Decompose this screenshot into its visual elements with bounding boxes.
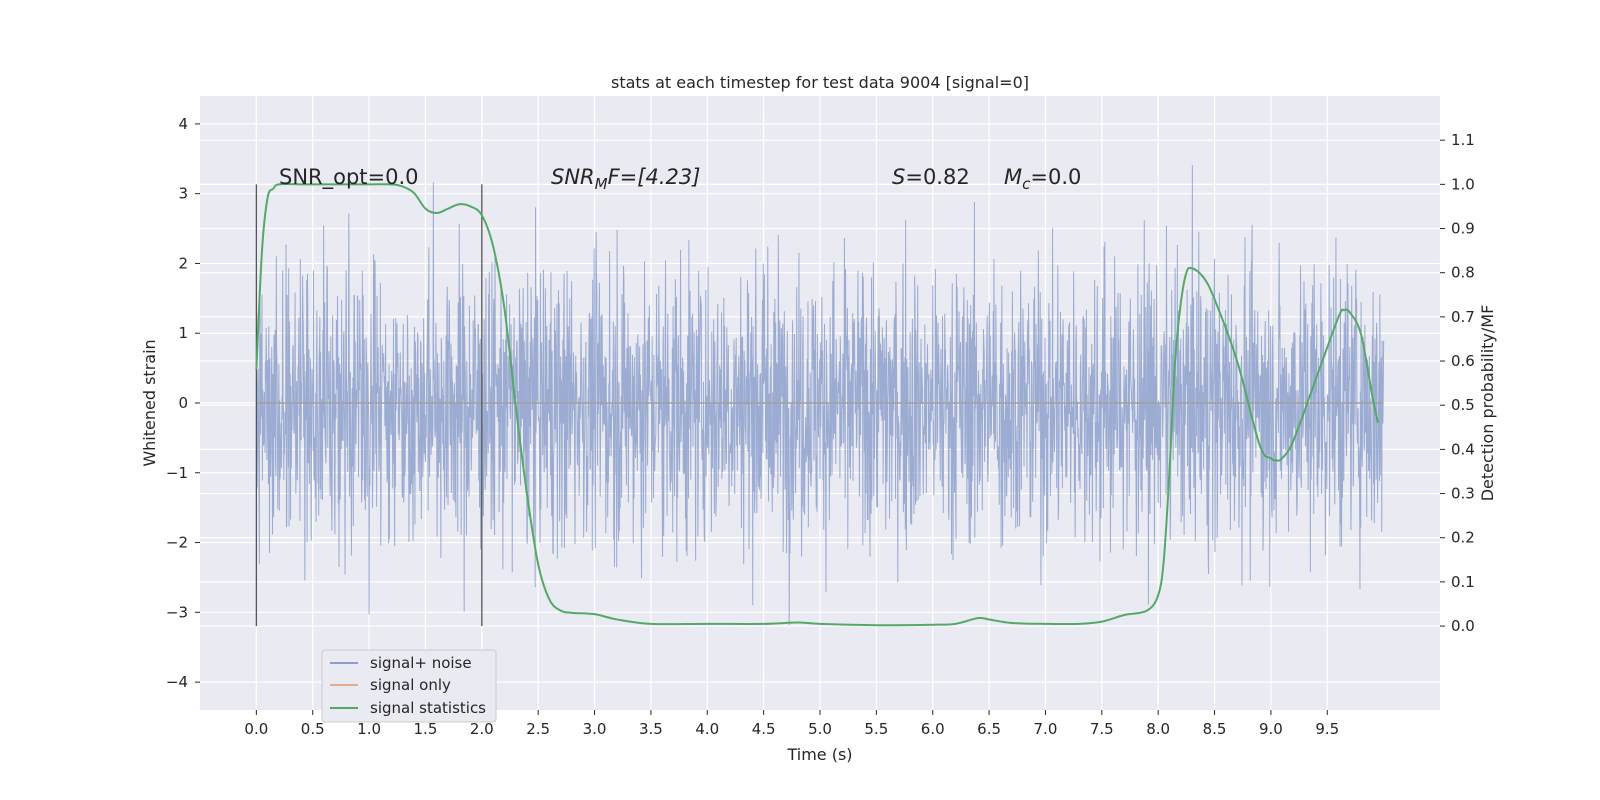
x-tick-label: 9.0 (1259, 720, 1283, 738)
annotation-snr-mf-var: SNR (551, 165, 595, 189)
x-tick-label: 8.5 (1203, 720, 1227, 738)
x-tick-label: 7.5 (1090, 720, 1114, 738)
annotation-mc: Mc=0.0 (1004, 165, 1081, 193)
chart-title: stats at each timestep for test data 900… (611, 73, 1029, 92)
annotation-snr-mf: SNRMF=[4.23] (551, 165, 700, 193)
x-tick-label: 2.0 (470, 720, 494, 738)
y-left-tick-label: 3 (178, 185, 188, 203)
y-right-tick-label: 0.7 (1451, 308, 1475, 326)
annotation-snr-opt: SNR_opt=0.0 (279, 165, 419, 190)
y-right-tick-label: 0.3 (1451, 485, 1475, 503)
y-right-tick-label: 0.2 (1451, 529, 1475, 547)
annotation-s-var: S (892, 165, 905, 189)
x-ticks: 0.0 0.5 1.0 1.5 2.0 2.5 3.0 3.5 4.0 4.5 5.0 5.5 6.0 6… (244, 710, 1339, 738)
y-right-tick-label: 0.6 (1451, 352, 1475, 370)
legend: signal+ noise signal only signal statist… (321, 649, 497, 723)
y-right-tick-label: 0.4 (1451, 440, 1475, 458)
x-tick-label: 5.5 (864, 720, 888, 738)
y-left-tick-label: 2 (178, 254, 188, 272)
y-left-ticks: 4 3 2 1 0 −1 −2 −3 −4 (166, 115, 200, 691)
annotation-mc-var: M (1004, 165, 1022, 189)
y-axis-right-label: Detection probability/MF (1478, 305, 1497, 502)
y-left-tick-label: −1 (166, 464, 188, 482)
annotation-snr-mf-rest: F=[4.23] (608, 165, 701, 189)
y-right-tick-label: 0.9 (1451, 220, 1475, 238)
x-tick-label: 7.0 (1034, 720, 1058, 738)
signal-statistics-series (255, 183, 1379, 627)
x-tick-label: 4.0 (695, 720, 719, 738)
y-right-tick-label: 0.0 (1451, 617, 1475, 635)
annotation-s: S=0.82 (892, 165, 970, 189)
y-axis-left-label: Whitened strain (140, 339, 159, 466)
x-tick-label: 9.5 (1315, 720, 1339, 738)
annotation-snr-mf-sub: M (595, 175, 608, 193)
x-tick-label: 1.5 (414, 720, 438, 738)
signal-noise-series (255, 164, 1385, 626)
y-left-tick-label: −4 (166, 673, 188, 691)
x-tick-label: 3.0 (583, 720, 607, 738)
y-left-tick-label: −3 (166, 603, 188, 621)
y-left-tick-label: −2 (166, 534, 188, 552)
annotation-mc-sub: c (1022, 175, 1031, 193)
y-right-tick-label: 1.0 (1451, 175, 1475, 193)
x-axis-label: Time (s) (786, 745, 852, 764)
x-tick-label: 2.5 (526, 720, 550, 738)
x-tick-label: 0.5 (301, 720, 325, 738)
x-tick-label: 4.5 (752, 720, 776, 738)
x-tick-label: 8.0 (1146, 720, 1170, 738)
y-right-tick-label: 1.1 (1451, 131, 1475, 149)
annotation-s-value: =0.82 (905, 165, 969, 189)
y-left-tick-label: 0 (178, 394, 188, 412)
legend-box (321, 649, 497, 723)
x-tick-label: 6.0 (921, 720, 945, 738)
y-right-ticks: 1.1 1.0 0.9 0.8 0.7 0.6 0.5 0.4 0.3 0.2 0.1 0.0 (1440, 131, 1475, 635)
annotation-mc-value: =0.0 (1030, 165, 1081, 189)
x-tick-label: 5.0 (808, 720, 832, 738)
y-right-tick-label: 0.5 (1451, 396, 1475, 414)
signal-noise-line (255, 164, 1385, 626)
signal-statistics-line (255, 183, 1379, 627)
y-right-tick-label: 0.8 (1451, 264, 1475, 282)
x-tick-label: 0.0 (244, 720, 268, 738)
x-tick-label: 1.0 (357, 720, 381, 738)
y-right-tick-label: 0.1 (1451, 573, 1475, 591)
y-left-tick-label: 1 (178, 324, 188, 342)
x-tick-label: 3.5 (639, 720, 663, 738)
vertical-markers (255, 184, 483, 627)
legend-label-signal-statistics: signal statistics (370, 699, 486, 717)
legend-label-signal-only: signal only (370, 676, 451, 694)
y-left-tick-label: 4 (178, 115, 188, 133)
x-tick-label: 6.5 (977, 720, 1001, 738)
legend-label-signal-noise: signal+ noise (370, 654, 472, 672)
